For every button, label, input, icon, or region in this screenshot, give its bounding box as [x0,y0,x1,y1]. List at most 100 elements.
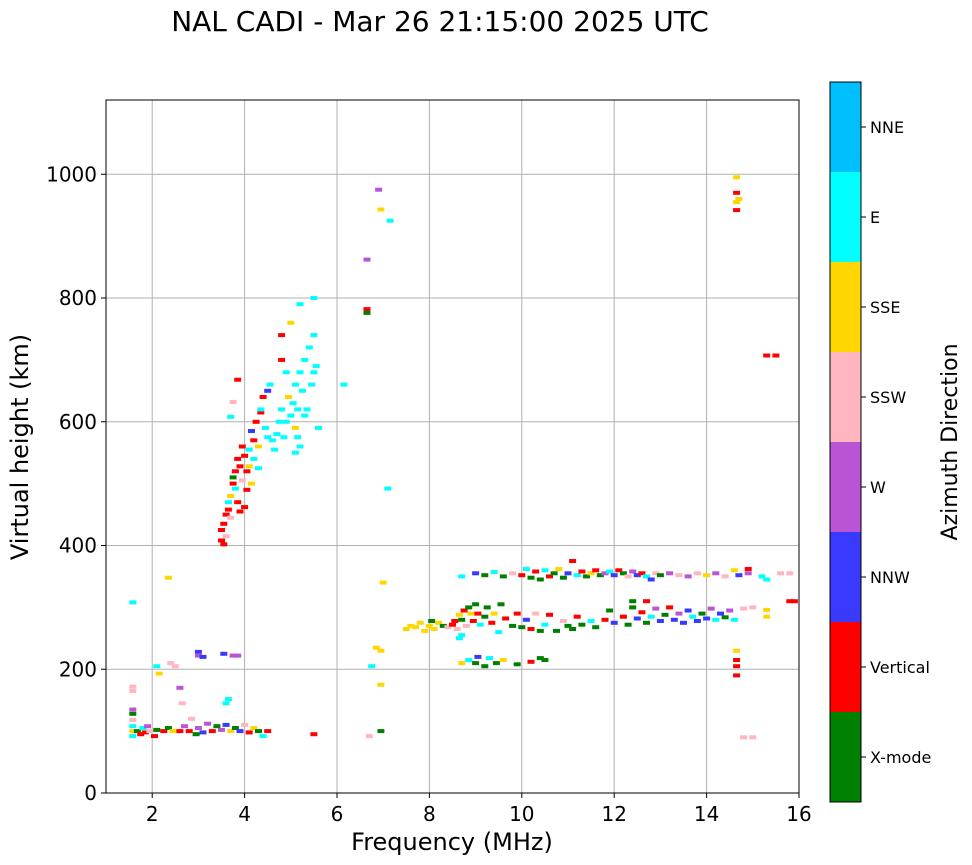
chart-title: NAL CADI - Mar 26 21:15:00 2025 UTC [171,5,709,38]
data-point [377,682,385,687]
data-point [495,630,503,635]
data-point [312,364,320,369]
data-points [129,175,798,740]
data-point [416,620,424,625]
data-point [465,658,473,662]
colorbar-label: E [870,208,880,227]
data-point [377,729,385,734]
data-point [185,729,193,734]
data-point [573,573,581,578]
data-point [204,721,212,726]
data-point [481,573,489,578]
data-point [726,608,734,613]
data-point [236,464,244,469]
x-tick-label: 16 [786,802,811,826]
data-point [733,648,741,653]
data-point [248,481,255,486]
data-point [758,574,766,579]
data-point [666,571,674,576]
data-point [278,333,286,338]
data-point [285,395,292,399]
data-point [250,726,258,730]
data-point [146,729,154,734]
data-point [220,651,228,656]
data-point [474,611,482,616]
data-point [527,627,535,631]
data-point [129,688,137,693]
data-point [194,649,202,654]
data-point [689,614,697,619]
data-point [536,577,544,582]
data-point [231,469,239,474]
data-point [250,438,258,443]
data-point [684,574,692,579]
data-point [171,664,179,669]
data-point [199,654,207,659]
data-point [255,466,262,471]
data-point [245,464,253,469]
data-point [264,388,272,393]
data-point [532,611,540,616]
data-point [421,628,429,633]
x-tick-label: 12 [601,802,626,826]
data-point [278,357,286,362]
data-point [502,616,510,621]
colorbar-label: X-mode [870,748,931,767]
y-tick-label: 400 [59,534,97,558]
data-point [546,612,553,617]
data-point [257,410,265,415]
data-point [153,664,161,669]
data-point [522,567,530,571]
data-point [194,726,202,730]
data-point [596,573,604,578]
y-tick-label: 800 [59,286,97,310]
data-point [241,453,249,458]
data-point [472,602,480,607]
data-point [680,620,687,625]
colorbar-label: SSW [870,388,906,407]
data-point [164,575,172,580]
data-point [259,395,267,399]
data-point [282,419,290,424]
data-point [578,569,586,574]
data-point [619,571,627,576]
x-axis-ticks: 2 4 6 8 10 12 14 16 [146,793,812,826]
data-point [763,353,771,358]
data-point [527,659,535,664]
data-point [160,729,168,734]
data-point [234,377,242,382]
data-point [647,614,655,619]
colorbar-segment [830,172,861,262]
data-point [231,486,239,491]
data-point [363,307,371,312]
x-tick-label: 8 [423,802,436,826]
data-point [629,569,637,574]
data-point [564,623,572,628]
data-point [458,617,466,622]
data-point [652,606,660,611]
data-point [474,654,482,659]
data-point [777,571,784,576]
data-point [407,623,415,628]
data-point [559,619,567,623]
data-point [643,574,650,579]
data-point [379,580,387,585]
data-point [129,718,137,722]
colorbar-label: Vertical [870,658,930,677]
data-point [227,494,235,498]
data-point [717,611,724,616]
data-point [509,571,517,576]
data-point [238,444,246,449]
data-point [786,571,794,576]
data-point [638,610,646,615]
data-point [601,617,609,622]
data-point [252,419,260,424]
data-point [218,528,225,532]
data-point [220,542,228,547]
data-point [368,664,376,669]
y-axis-label: Virtual height (km) [6,334,34,560]
data-point [666,605,674,610]
data-point [721,615,729,620]
x-tick-label: 2 [146,802,159,826]
